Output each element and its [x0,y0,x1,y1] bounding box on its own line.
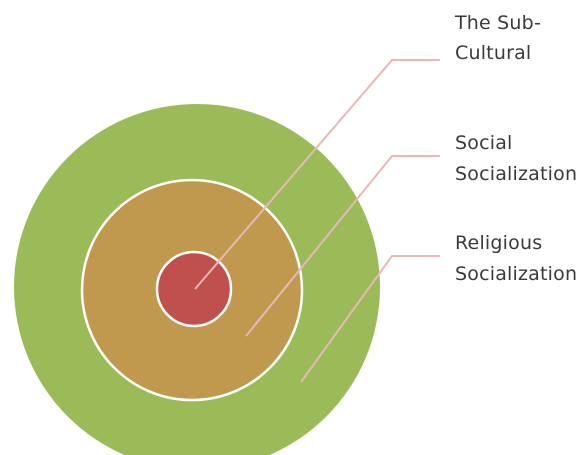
sub-cultural-core [155,250,233,328]
religious-label-line-2: Socialization [455,263,577,285]
social-socialization-label: Social Socialization [455,132,577,185]
sub-cultural-leader-line [194,59,440,290]
religious-socialization-label: Religious Socialization [455,232,577,285]
social-label-line-1: Social [455,132,513,154]
social-leader-line [245,155,440,337]
social-label-line-2: Socialization [455,163,577,185]
religious-leader-line [300,255,440,383]
religious-label-line-1: Religious [455,232,542,254]
sub-cultural-label: The Sub- Cultural [454,12,547,64]
sub-cultural-label-line-2: Cultural [455,42,531,64]
sub-cultural-label-line-1: The Sub- [454,12,541,34]
